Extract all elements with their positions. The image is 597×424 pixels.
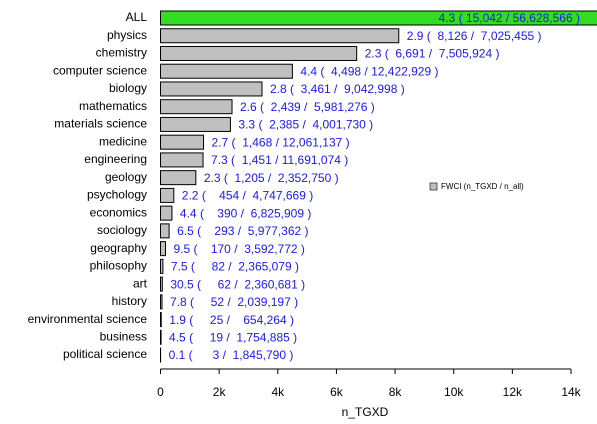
- y-tick-label: physics: [107, 28, 147, 42]
- value-label: 7.3 ( 1,451 / 11,691,074 ): [211, 153, 348, 167]
- value-label: 2.8 ( 3,461 / 9,042,998 ): [270, 82, 405, 96]
- value-label: 2.3 ( 1,205 / 2,352,750 ): [204, 171, 339, 185]
- value-label: 4.4 ( 390 / 6,825,909 ): [180, 206, 311, 220]
- bar: [160, 134, 205, 150]
- y-tick-label: psychology: [87, 188, 147, 202]
- bar: [160, 205, 173, 221]
- x-tick-label: 4k: [271, 385, 285, 399]
- bar: [160, 170, 197, 186]
- bar: [160, 276, 163, 292]
- value-label: 6.5 ( 293 / 5,977,362 ): [177, 224, 308, 238]
- value-label: 2.9 ( 8,126 / 7,025,455 ): [407, 29, 542, 43]
- value-label: 2.3 ( 6,691 / 7,505,924 ): [365, 47, 500, 61]
- y-tick-label: medicine: [99, 134, 147, 148]
- bar: [160, 258, 164, 274]
- value-label: 2.2 ( 454 / 4,747,669 ): [182, 189, 313, 203]
- y-tick-label: engineering: [84, 152, 147, 166]
- y-tick-label: art: [133, 276, 148, 290]
- value-label: 7.8 ( 52 / 2,039,197 ): [170, 295, 298, 309]
- bar: [160, 329, 162, 345]
- value-label: 3.3 ( 2,385 / 4,001,730 ): [238, 118, 373, 132]
- bar: [160, 152, 204, 168]
- y-tick-label: computer science: [53, 63, 147, 77]
- y-tick-label: sociology: [97, 223, 147, 237]
- x-axis-label: n_TGXD: [342, 405, 389, 419]
- value-label: 4.4 ( 4,498 / 12,422,929 ): [300, 64, 438, 78]
- x-tick-label: 10k: [444, 385, 464, 399]
- value-label: 7.5 ( 82 / 2,365,079 ): [171, 260, 299, 274]
- x-tick-label: 12k: [503, 385, 523, 399]
- bar: [160, 63, 293, 79]
- bar: [160, 99, 233, 115]
- value-label: 9.5 ( 170 / 3,592,772 ): [173, 242, 304, 256]
- x-tick-label: 8k: [389, 385, 403, 399]
- bar: [160, 241, 166, 257]
- x-tick-label: 6k: [330, 385, 344, 399]
- y-tick-label: philosophy: [90, 259, 147, 273]
- y-tick-label: materials science: [54, 117, 147, 131]
- y-tick-label: economics: [90, 205, 147, 219]
- y-tick-label: geology: [105, 170, 147, 184]
- value-label: 4.5 ( 19 / 1,754,885 ): [169, 330, 297, 344]
- legend-label: FWCI (n_TGXD / n_all): [441, 182, 524, 191]
- y-tick-label: geography: [90, 241, 147, 255]
- bar: [160, 28, 400, 44]
- value-label: 30.5 ( 62 / 2,360,681 ): [170, 277, 305, 291]
- value-label: 0.1 ( 3 / 1,845,790 ): [169, 348, 294, 362]
- bar: [160, 312, 162, 328]
- y-tick-label: history: [112, 294, 147, 308]
- y-tick-label: ALL: [126, 10, 148, 24]
- y-tick-label: mathematics: [79, 99, 147, 113]
- y-tick-label: biology: [109, 81, 147, 95]
- bar: [160, 81, 263, 97]
- bar: [160, 223, 170, 239]
- value-label: 1.9 ( 25 / 654,264 ): [169, 313, 294, 327]
- x-tick-label: 14k: [561, 385, 581, 399]
- bar: [160, 187, 175, 203]
- y-tick-label: business: [100, 329, 147, 343]
- bar: [160, 116, 231, 132]
- bar: [160, 45, 358, 61]
- y-tick-label: environmental science: [28, 312, 148, 326]
- bar: [160, 294, 163, 310]
- value-label: 4.3 ( 15,042 / 56,628,566 ): [439, 11, 580, 25]
- x-tick-label: 2k: [213, 385, 227, 399]
- x-tick-label: 0: [157, 385, 164, 399]
- y-tick-label: chemistry: [96, 46, 147, 60]
- legend-swatch: [429, 182, 438, 191]
- y-tick-label: political science: [63, 347, 147, 361]
- bar: [160, 10, 597, 26]
- value-label: 2.7 ( 1,468 / 12,061,137 ): [212, 135, 350, 149]
- value-label: 2.6 ( 2,439 / 5,981,276 ): [240, 100, 375, 114]
